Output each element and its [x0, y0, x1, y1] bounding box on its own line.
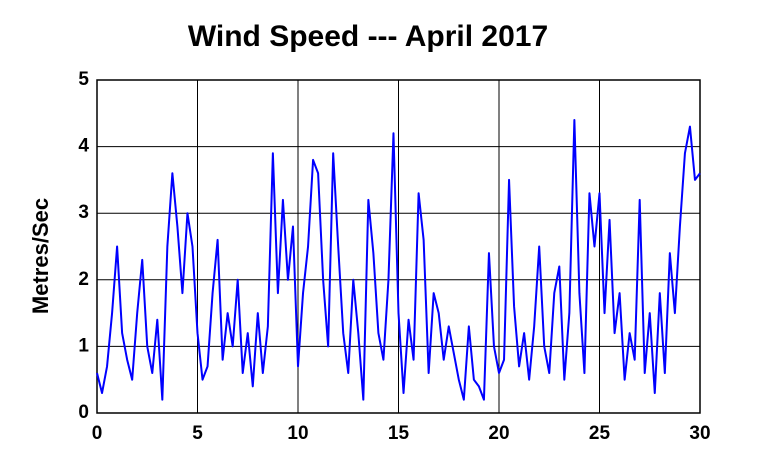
- data-line: [96, 118, 701, 401]
- x-tick-label: 5: [192, 423, 203, 444]
- x-tick-label: 30: [689, 423, 710, 444]
- y-tick-label: 3: [78, 202, 89, 223]
- x-tick-label: 25: [589, 423, 611, 444]
- chart-title: Wind Speed --- April 2017: [188, 20, 548, 53]
- x-tick-label: 10: [287, 423, 308, 444]
- plot-frame: [96, 79, 701, 414]
- x-tick-label: 0: [92, 423, 103, 444]
- y-tick-label: 1: [78, 335, 89, 356]
- y-tick-label: 4: [78, 136, 89, 157]
- y-tick-label: 5: [78, 69, 89, 90]
- x-tick-label: 20: [488, 423, 509, 444]
- y-axis-label: Metres/Sec: [28, 198, 53, 314]
- y-tick-label: 2: [78, 269, 89, 290]
- x-tick-label: 15: [388, 423, 410, 444]
- y-tick-label: 0: [78, 402, 89, 423]
